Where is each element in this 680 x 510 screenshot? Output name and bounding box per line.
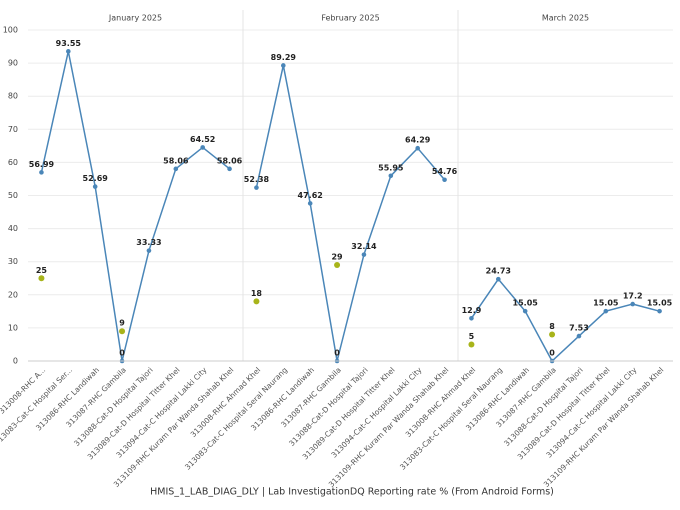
panel-title: March 2025 [542,14,589,23]
x-tick-label: 313008-RHC A... [0,365,47,415]
line-point [388,173,394,179]
line-point [200,145,205,150]
data-label: 0 [549,349,555,358]
y-tick-label: 60 [8,158,18,167]
line [255,65,446,362]
y-tick-label: 30 [8,257,18,266]
data-label: 47.62 [298,191,323,200]
data-label: 55.95 [378,163,404,172]
line-point [39,170,44,175]
data-label: 52.69 [83,174,109,183]
data-label: 58.06 [163,156,189,165]
x-axis-label: HMIS_1_LAB_DIAG_DLY | Lab InvestigationD… [150,487,554,498]
scatter-point [38,275,45,282]
data-label: 93.55 [56,39,82,48]
line-point [281,63,286,68]
data-label: 12.9 [462,306,482,315]
data-label: 24.73 [486,267,511,276]
data-label: 89.29 [271,53,297,62]
y-tick-label: 40 [8,224,18,233]
data-label: 58.06 [217,156,243,165]
line-point [227,166,232,172]
y-tick-label: 20 [8,290,18,299]
data-label: 17.2 [623,292,643,301]
data-label: 54.76 [432,167,458,176]
data-label: 15.05 [593,299,619,308]
line-point [657,308,662,314]
y-tick-label: 70 [8,125,18,134]
line [40,51,231,362]
data-label: 56.99 [29,160,55,169]
data-label: 52.38 [244,175,270,184]
y-tick-label: 50 [8,191,18,200]
y-tick-label: 90 [8,59,18,68]
data-label: 0 [334,349,340,358]
line-point [92,184,98,189]
line [470,277,660,363]
data-label: 25 [36,266,48,275]
line-point [66,49,71,54]
line-point [603,308,609,314]
line-point [469,316,474,321]
data-label: 29 [331,253,343,262]
scatter-point [334,262,341,269]
data-label: 64.29 [405,136,431,145]
data-label: 15.05 [647,299,673,308]
scatter-point [468,341,475,348]
data-label: 64.52 [190,135,215,144]
line-point [361,252,367,257]
line-point [496,276,501,282]
scatter-point [253,298,260,305]
line-point [307,201,313,206]
y-tick-label: 100 [3,26,18,35]
data-label: 8 [549,322,555,331]
y-tick-label: 0 [13,357,18,366]
y-tick-label: 10 [8,323,18,332]
line-point [442,177,447,183]
line-point [146,248,152,253]
data-label: 0 [119,349,125,358]
scatter-point [549,331,556,338]
data-label: 33.33 [136,238,161,247]
line-point [522,308,528,314]
data-label: 7.53 [569,324,589,333]
data-label: 5 [469,332,475,341]
data-label: 9 [119,319,125,328]
data-label: 32.14 [351,242,377,251]
data-label: 18 [251,289,263,298]
data-label: 15.05 [513,299,539,308]
line-point [254,185,259,190]
y-tick-label: 80 [8,92,18,101]
line-point [415,145,420,151]
scatter-point [119,328,126,335]
panel-title: February 2025 [321,14,379,23]
line-point [630,301,635,307]
panel-title: January 2025 [108,14,162,23]
line-point [576,333,582,339]
line-point [173,166,179,172]
